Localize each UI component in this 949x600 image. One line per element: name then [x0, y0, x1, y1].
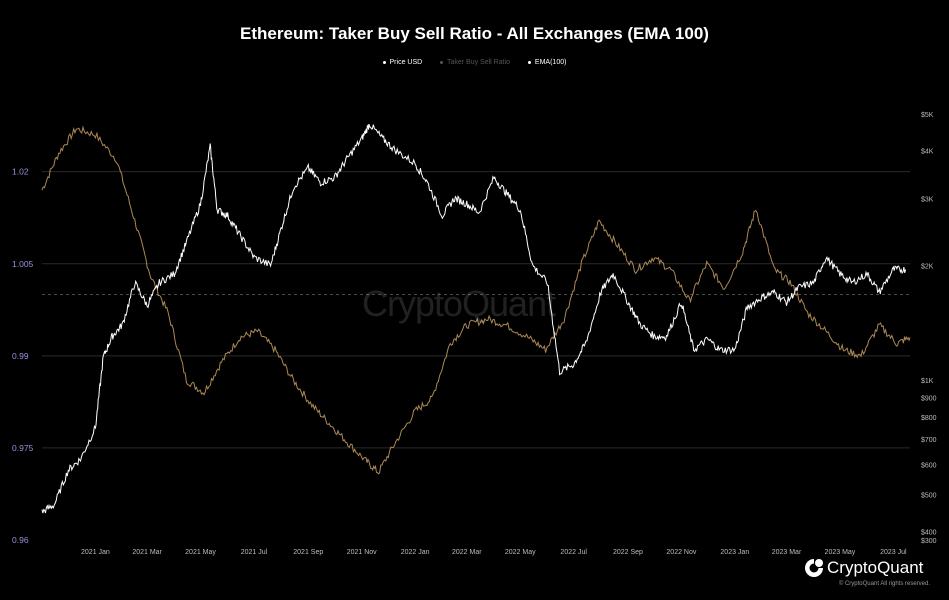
y-right-tick-label: $600	[921, 462, 937, 469]
y-right-tick-label: $2K	[921, 263, 934, 270]
brand-name: CryptoQuant	[827, 558, 924, 577]
y-left-tick-label: 1.02	[12, 167, 29, 177]
legend-item-ema[interactable]: EMA(100)	[527, 59, 567, 66]
x-tick-label: 2022 Jan	[401, 549, 430, 556]
legend-item-ratio[interactable]: Taker Buy Sell Ratio	[440, 59, 510, 66]
copyright-text: © CryptoQuant All rights reserved.	[838, 581, 930, 587]
series-layer	[41, 123, 911, 514]
x-tick-label: 2022 Jul	[560, 549, 587, 556]
chart-legend: Price USD Taker Buy Sell Ratio EMA(100)	[0, 59, 949, 66]
chart-title: Ethereum: Taker Buy Sell Ratio - All Exc…	[240, 24, 709, 43]
series-line-price-usd	[41, 123, 907, 514]
x-axis: 2021 Jan 2021 Mar 2021 May 2021 Jul 2021 Sep…	[81, 549, 907, 556]
x-tick-label: 2021 Sep	[293, 549, 323, 556]
legend-dot-ratio	[440, 60, 444, 64]
brand[interactable]: CryptoQuant	[804, 558, 923, 578]
legend-dot-price	[382, 60, 386, 64]
y-right-tick-label: $300	[921, 538, 937, 545]
y-axis-left: 1.02 1.005 0.99 0.975 0.96	[12, 167, 34, 545]
x-tick-label: 2023 Jul	[880, 549, 907, 556]
x-tick-label: 2022 Nov	[666, 549, 696, 556]
grid-lines	[42, 171, 910, 449]
y-right-tick-label: $900	[921, 395, 937, 402]
y-right-tick-label: $700	[921, 437, 937, 444]
legend-label-ratio: Taker Buy Sell Ratio	[446, 59, 511, 66]
y-right-tick-label: $800	[921, 415, 937, 422]
y-right-tick-label: $500	[921, 493, 937, 500]
y-right-tick-label: $5K	[921, 112, 934, 119]
x-tick-label: 2021 May	[185, 549, 216, 556]
y-left-tick-label: 0.99	[12, 351, 29, 361]
x-tick-label: 2023 Mar	[772, 549, 802, 556]
y-right-tick-label: $3K	[921, 196, 934, 203]
legend-label-price: Price USD	[389, 59, 423, 66]
y-left-tick-label: 0.975	[12, 443, 34, 453]
legend-item-price[interactable]: Price USD	[382, 59, 423, 66]
x-tick-label: 2021 Jul	[241, 549, 268, 556]
cryptoquant-logo-icon	[805, 558, 824, 577]
y-right-tick-label: $400	[921, 530, 937, 537]
legend-dot-ema	[527, 60, 531, 64]
series-line-ema-100	[41, 125, 911, 475]
x-tick-label: 2023 Jan	[720, 549, 749, 556]
y-right-tick-label: $1K	[921, 378, 934, 385]
x-tick-label: 2021 Nov	[347, 549, 377, 556]
x-tick-label: 2021 Mar	[132, 549, 162, 556]
legend-label-ema: EMA(100)	[534, 59, 567, 66]
x-tick-label: 2023 May	[825, 549, 856, 556]
x-tick-label: 2022 Mar	[452, 549, 482, 556]
x-tick-label: 2022 May	[505, 549, 536, 556]
y-axis-right: $5K $4K $3K $2K $1K $900 $800 $700 $600 $500 $400$…	[921, 112, 937, 545]
x-tick-label: 2022 Sep	[613, 549, 643, 556]
y-left-tick-label: 1.005	[12, 259, 34, 269]
watermark: CryptoQuant	[362, 283, 556, 324]
x-tick-label: 2021 Jan	[81, 549, 110, 556]
y-left-tick-label: 0.96	[12, 535, 29, 545]
y-right-tick-label: $4K	[921, 149, 934, 156]
